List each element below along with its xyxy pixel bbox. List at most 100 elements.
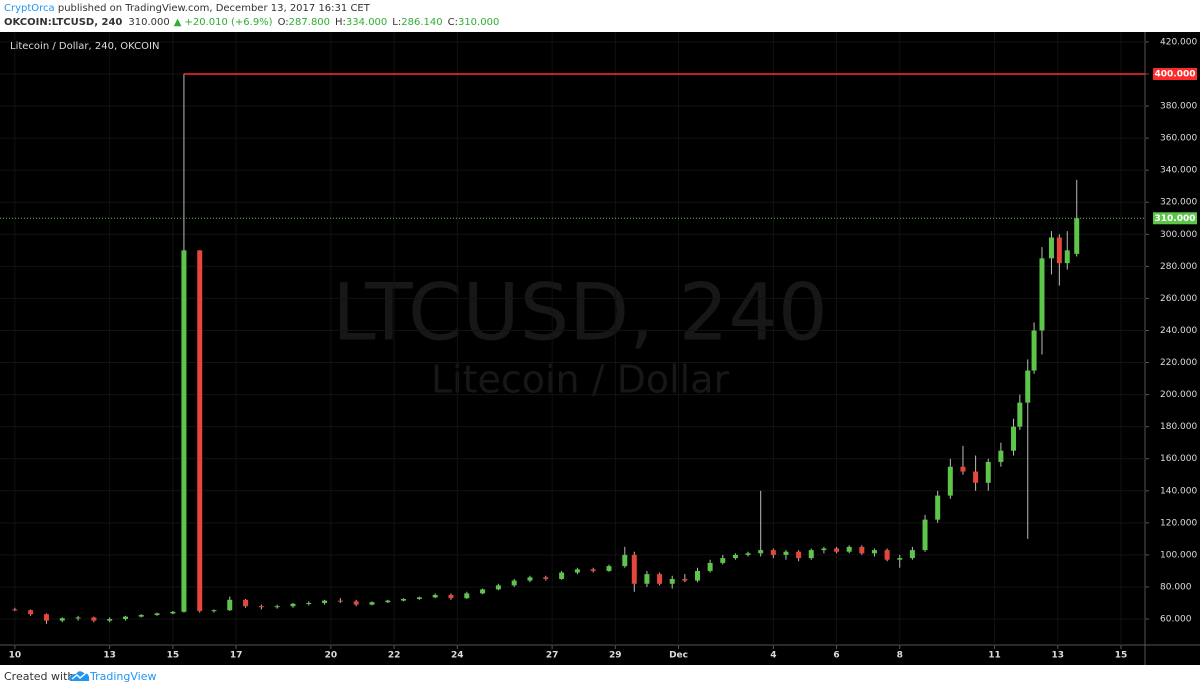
candle-body xyxy=(884,550,890,560)
symbol: OKCOIN:LTCUSD, 240 xyxy=(4,17,122,28)
candle-body xyxy=(543,577,549,579)
footer-bg xyxy=(0,665,1200,689)
candle-body xyxy=(922,519,928,551)
candle-body xyxy=(227,599,233,611)
last-price-label: 310.000 xyxy=(1155,214,1196,224)
candle-body xyxy=(821,548,827,551)
candle-body xyxy=(464,593,470,599)
candle-body xyxy=(1039,258,1045,331)
candle-body xyxy=(732,554,738,559)
candle-body xyxy=(1064,250,1070,264)
candle-body xyxy=(909,550,915,559)
y-tick-label: 140.000 xyxy=(1160,486,1197,496)
y-tick-label: 120.000 xyxy=(1160,518,1197,528)
last: 310.000 xyxy=(128,17,169,28)
candle-body xyxy=(322,600,328,604)
y-tick-label: 320.000 xyxy=(1160,198,1197,208)
candle-body xyxy=(337,600,343,602)
x-tick-label: 20 xyxy=(325,651,338,661)
y-tick-label: 240.000 xyxy=(1160,326,1197,336)
ohlc-value: 334.000 xyxy=(346,17,387,28)
ohlc-label: H: xyxy=(335,17,346,28)
candle-body xyxy=(694,570,700,581)
y-tick-label: 220.000 xyxy=(1160,358,1197,368)
arrow: ▲ xyxy=(174,17,182,28)
candle-body xyxy=(448,594,454,599)
candle-body xyxy=(846,546,852,552)
candle-body xyxy=(12,609,18,611)
candle-body xyxy=(859,546,865,554)
candle-body xyxy=(574,569,580,573)
ohlc-value: 287.800 xyxy=(289,17,330,28)
candle-body xyxy=(998,450,1004,462)
candle-body xyxy=(871,550,877,554)
ohlc-label: C: xyxy=(448,17,458,28)
candle-body xyxy=(783,551,789,555)
candle-body xyxy=(274,606,280,608)
y-tick-label: 260.000 xyxy=(1160,294,1197,304)
candle-body xyxy=(91,617,97,621)
candle-body xyxy=(682,578,688,581)
y-tick-label: 60.000 xyxy=(1160,615,1192,625)
x-tick-label: 24 xyxy=(451,651,464,661)
candle-body xyxy=(28,610,34,615)
x-tick-label: Dec xyxy=(669,651,688,661)
y-tick-label: 180.000 xyxy=(1160,422,1197,432)
change: +20.010 (+6.9%) xyxy=(184,17,272,28)
author[interactable]: CryptOrca xyxy=(4,3,55,14)
candle-body xyxy=(590,569,596,571)
candle-body xyxy=(631,554,637,584)
logo-line xyxy=(71,672,87,680)
chart-title: Litecoin / Dollar, 240, OKCOIN xyxy=(10,41,159,52)
ohlc-label: L: xyxy=(392,17,401,28)
candle-body xyxy=(669,578,675,584)
candle-body xyxy=(527,577,533,581)
brand[interactable]: TradingView xyxy=(89,670,156,683)
x-tick-label: 10 xyxy=(9,651,22,661)
candle-body xyxy=(947,466,953,496)
x-tick-label: 13 xyxy=(103,651,116,661)
candle-body xyxy=(720,558,726,563)
x-tick-label: 11 xyxy=(988,651,1001,661)
y-tick-label: 340.000 xyxy=(1160,166,1197,176)
candle-body xyxy=(353,601,359,605)
created-with: Created with xyxy=(4,670,74,683)
y-tick-label: 100.000 xyxy=(1160,550,1197,560)
x-tick-label: 15 xyxy=(1115,651,1128,661)
candle-body xyxy=(495,585,501,590)
candle-body xyxy=(75,617,81,619)
candle-body xyxy=(606,566,612,571)
header-bg xyxy=(0,0,1200,32)
candle-body xyxy=(138,615,144,617)
candle-body xyxy=(808,550,814,559)
candle-body xyxy=(897,558,903,560)
x-tick-label: 29 xyxy=(609,651,622,661)
candle-body xyxy=(416,597,422,599)
candle-body xyxy=(154,613,160,616)
y-tick-label: 380.000 xyxy=(1160,102,1197,112)
tv-logo xyxy=(69,671,90,681)
ohlc-value: 310.000 xyxy=(458,17,499,28)
ohlc-label: O: xyxy=(278,17,289,28)
candle-body xyxy=(1025,370,1031,403)
hline-label: 400.000 xyxy=(1155,69,1196,79)
candle-body xyxy=(770,550,776,555)
candle-body xyxy=(1056,237,1062,264)
candle-body xyxy=(511,580,517,586)
candle-body xyxy=(385,600,391,603)
y-tick-label: 200.000 xyxy=(1160,390,1197,400)
last-price-label-bg xyxy=(1153,212,1197,225)
hline-label-bg xyxy=(1153,67,1197,80)
candle-body xyxy=(181,250,187,612)
candle-body xyxy=(432,594,438,598)
candle-body xyxy=(960,466,966,472)
candle-body xyxy=(290,603,296,607)
candle-body xyxy=(122,616,128,620)
candle-body xyxy=(935,495,941,520)
candle-body xyxy=(758,550,764,554)
candle-body xyxy=(644,574,650,584)
symbol-line: OKCOIN:LTCUSD, 240 310.000 ▲ +20.010 (+6.9%… xyxy=(4,17,499,28)
candle-body xyxy=(211,610,217,612)
